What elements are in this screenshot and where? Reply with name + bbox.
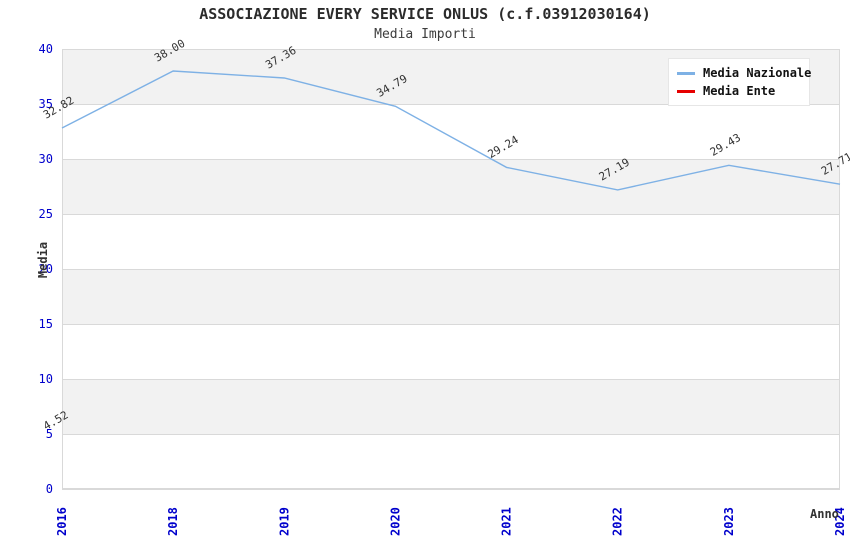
x-tick-label: 2024 — [833, 507, 847, 536]
y-tick-label: 0 — [46, 482, 53, 496]
x-axis-title: Anno — [810, 507, 839, 521]
data-point-label: 29.43 — [708, 131, 743, 159]
plot-frame — [62, 49, 840, 489]
y-tick-label: 30 — [39, 152, 53, 166]
y-tick-label: 20 — [39, 262, 53, 276]
media-ente-line-swatch — [677, 89, 695, 93]
legend-item-media-nazionale: Media Nazionale — [677, 64, 811, 82]
series-line — [61, 70, 841, 191]
x-tick-label: 2021 — [500, 507, 514, 536]
media-nazionale-line-swatch — [677, 71, 695, 75]
y-tick-label: 15 — [39, 317, 53, 331]
legend: Media Nazionale Media Ente — [668, 58, 811, 106]
x-tick-label: 2022 — [611, 507, 625, 536]
y-tick-label: 40 — [39, 42, 53, 56]
x-tick-label: 2016 — [55, 507, 69, 536]
legend-item-media-ente: Media Ente — [677, 82, 801, 100]
y-axis-title: Media — [36, 241, 50, 279]
y-tick-label: 25 — [39, 207, 53, 221]
plot-band — [62, 159, 840, 214]
x-tick-label: 2019 — [277, 507, 291, 536]
y-tick-label: 10 — [39, 372, 53, 386]
x-tick-label: 2023 — [722, 507, 736, 536]
y-tick-label: 35 — [39, 97, 53, 111]
plot-band — [62, 269, 840, 324]
legend-label: Media Ente — [703, 84, 776, 98]
legend-label: Media Nazionale — [703, 66, 812, 80]
y-tick-label: 5 — [46, 427, 53, 441]
x-tick-label: 2018 — [166, 507, 180, 536]
data-point-label: 29.24 — [486, 133, 522, 161]
chart-title: ASSOCIAZIONE EVERY SERVICE ONLUS (c.f.03… — [199, 5, 651, 23]
x-tick-label: 2020 — [388, 507, 402, 536]
chart-subtitle: Media Importi — [374, 27, 476, 42]
plot-band — [62, 379, 840, 434]
